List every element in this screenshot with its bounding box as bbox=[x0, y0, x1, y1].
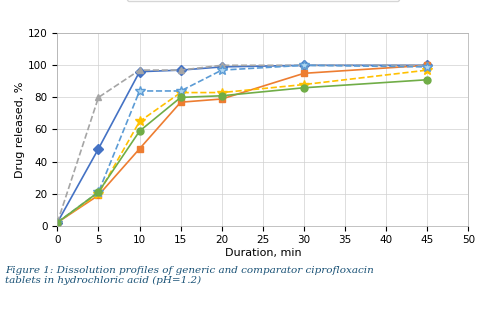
Sandoz bbox=[54, 220, 60, 224]
E bbox=[178, 95, 184, 99]
C bbox=[137, 120, 142, 124]
Line: Sandoz: Sandoz bbox=[54, 62, 431, 226]
E bbox=[424, 78, 430, 82]
E bbox=[54, 220, 60, 224]
C bbox=[54, 220, 60, 224]
B bbox=[54, 220, 60, 224]
Line: B: B bbox=[54, 62, 431, 226]
Sandoz bbox=[301, 63, 307, 67]
Text: Figure 1: Dissolution profiles of generic and comparator ciprofloxacin
tablets i: Figure 1: Dissolution profiles of generi… bbox=[5, 266, 373, 285]
B bbox=[137, 68, 142, 72]
E bbox=[137, 129, 142, 133]
Line: C: C bbox=[53, 65, 432, 227]
A bbox=[301, 71, 307, 75]
Sandoz bbox=[137, 70, 142, 74]
Sandoz bbox=[178, 68, 184, 72]
Legend: Sandoz, A, B, C, D, E: Sandoz, A, B, C, D, E bbox=[127, 0, 399, 1]
X-axis label: Duration, min: Duration, min bbox=[225, 248, 301, 258]
B bbox=[219, 63, 225, 67]
A bbox=[96, 193, 101, 197]
A bbox=[137, 147, 142, 151]
A bbox=[54, 220, 60, 224]
Y-axis label: Drug released, %: Drug released, % bbox=[15, 81, 25, 178]
D bbox=[54, 220, 60, 224]
B bbox=[301, 63, 307, 67]
Sandoz bbox=[424, 63, 430, 67]
D bbox=[301, 63, 307, 67]
C bbox=[424, 68, 430, 72]
E bbox=[301, 86, 307, 90]
B bbox=[178, 68, 184, 72]
C bbox=[178, 91, 184, 95]
E bbox=[96, 190, 101, 194]
Line: E: E bbox=[54, 76, 431, 226]
A bbox=[178, 100, 184, 104]
A bbox=[424, 63, 430, 67]
C bbox=[301, 83, 307, 87]
E bbox=[219, 94, 225, 98]
D bbox=[219, 68, 225, 72]
B bbox=[96, 95, 101, 99]
D bbox=[137, 89, 142, 93]
C bbox=[96, 192, 101, 196]
D bbox=[96, 190, 101, 194]
C bbox=[219, 91, 225, 95]
A bbox=[219, 97, 225, 101]
Line: A: A bbox=[54, 62, 431, 226]
Sandoz bbox=[219, 65, 225, 69]
Line: D: D bbox=[53, 60, 432, 227]
D bbox=[424, 65, 430, 69]
Sandoz bbox=[96, 147, 101, 151]
B bbox=[424, 63, 430, 67]
D bbox=[178, 89, 184, 93]
